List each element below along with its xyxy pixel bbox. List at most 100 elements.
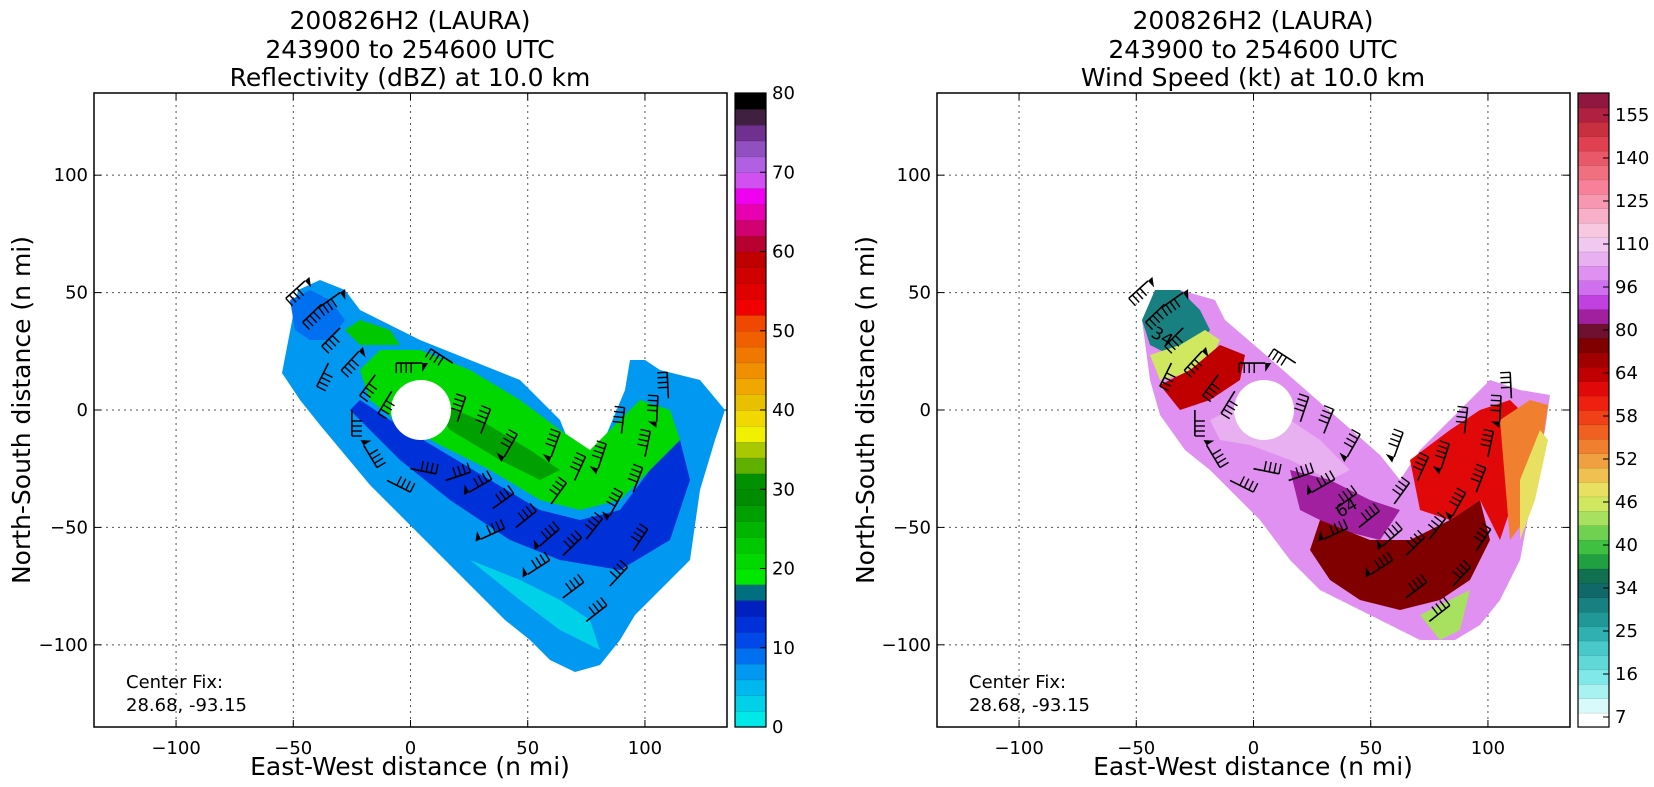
wind-barb-flag bbox=[609, 570, 618, 579]
wind-barb-flag bbox=[324, 342, 333, 351]
wind-barb-flag bbox=[1159, 385, 1170, 392]
colorbar-tick-label: 34 bbox=[1615, 578, 1638, 599]
wind-barb-flag bbox=[371, 453, 381, 460]
wind-barb-flag bbox=[576, 452, 586, 458]
wind-barb-flag bbox=[1456, 410, 1468, 414]
wind-barb-flag bbox=[530, 559, 538, 569]
wind-barb-flag bbox=[1263, 460, 1267, 471]
wind-barb-flag bbox=[1128, 297, 1137, 307]
wind-barb-flag bbox=[1228, 399, 1238, 407]
wind-barb-flag bbox=[1455, 420, 1466, 424]
wind-barb-flag bbox=[574, 529, 583, 538]
wind-barb-flag bbox=[569, 579, 577, 589]
colorbar-segment bbox=[734, 346, 767, 364]
band-green-dark bbox=[430, 400, 560, 480]
wind-barb-flag bbox=[1435, 603, 1443, 612]
wind-barb-flag bbox=[1329, 525, 1335, 535]
wind-barb-flag bbox=[1272, 351, 1279, 361]
colorbar bbox=[734, 92, 767, 728]
colorbar-tick-label: 52 bbox=[1615, 449, 1638, 470]
wind-barb-flag bbox=[505, 433, 516, 440]
wind-barb-flag bbox=[1205, 391, 1215, 399]
colorbar-segment bbox=[1577, 164, 1610, 181]
wind-barb-flag bbox=[1187, 366, 1196, 375]
wind-barb-flag bbox=[1148, 318, 1157, 327]
colorbar-segment bbox=[734, 172, 767, 189]
wind-barb-flag bbox=[1417, 456, 1427, 463]
wind-barb-flag bbox=[1420, 573, 1428, 583]
wind-barb-flag bbox=[380, 408, 390, 415]
wind-barb-flag bbox=[1476, 531, 1486, 539]
x-tick-label: 100 bbox=[1471, 738, 1505, 759]
colorbar-tick-label: 70 bbox=[772, 162, 795, 183]
wind-barb-flag bbox=[613, 415, 624, 419]
colorbar-segment bbox=[1577, 92, 1610, 109]
wind-barb-flag bbox=[1278, 463, 1282, 474]
wind-barb-flag bbox=[1323, 404, 1334, 410]
colorbar-segment bbox=[1577, 424, 1610, 440]
wind-barb-flag bbox=[321, 345, 330, 354]
wind-barb-flag bbox=[612, 567, 622, 575]
wind-barb-flag bbox=[1383, 530, 1392, 540]
colorbar-segment bbox=[1577, 308, 1610, 325]
colorbar-segment bbox=[1577, 654, 1610, 671]
wind-barb-flag bbox=[344, 366, 353, 375]
wind-barb-flag bbox=[1145, 321, 1154, 331]
wind-barb-flag bbox=[1382, 554, 1389, 564]
wind-barb-shaft bbox=[480, 527, 505, 540]
wind-barb-flag bbox=[1360, 512, 1369, 521]
colorbar-segment bbox=[734, 393, 767, 411]
wind-barb-pennant bbox=[1201, 346, 1209, 358]
wind-barb-flag bbox=[1408, 582, 1416, 592]
wind-barb-flag bbox=[1459, 563, 1468, 572]
band-red bbox=[1410, 400, 1530, 540]
wind-barb-flag bbox=[1412, 579, 1420, 589]
wind-barb-flag bbox=[320, 376, 331, 383]
wind-barb-flag bbox=[435, 463, 439, 474]
colorbar-segment bbox=[734, 647, 767, 665]
wind-barb-flag bbox=[1472, 472, 1483, 478]
reflectivity-field bbox=[282, 280, 725, 672]
wind-barb-flag bbox=[451, 407, 462, 412]
wind-barb-flag bbox=[1171, 338, 1180, 347]
wind-barb-flag bbox=[1214, 453, 1224, 460]
colorbar-tick-label: 7 bbox=[1615, 707, 1626, 728]
wind-barb-pennant bbox=[1265, 363, 1272, 373]
wind-barb-flag bbox=[1220, 412, 1231, 420]
wind-barb-pennant bbox=[542, 453, 552, 463]
x-tick-labels: −100 −50 0 50 100 bbox=[151, 738, 662, 759]
wind-barb-flag bbox=[1395, 521, 1403, 530]
wind-barb-flag bbox=[612, 420, 623, 424]
colorbar-tick-labels: 0 10 20 30 40 50 60 70 80 bbox=[760, 83, 795, 738]
wind-barb-flag bbox=[1211, 448, 1222, 456]
colorbar-segment bbox=[734, 235, 767, 253]
wind-barb-flag bbox=[437, 356, 445, 366]
colorbar-segment bbox=[734, 203, 767, 221]
colorbar-segment bbox=[734, 156, 767, 173]
colorbar-segment bbox=[1577, 409, 1610, 426]
colorbar-tick-label: 96 bbox=[1615, 277, 1638, 298]
wind-barb-flag bbox=[479, 409, 489, 415]
wind-barb-flag bbox=[1456, 415, 1467, 419]
colorbar-segment bbox=[734, 441, 767, 459]
wind-barb-flag bbox=[627, 477, 638, 483]
wind-barb-flag bbox=[1342, 518, 1349, 529]
wind-barb-flag bbox=[637, 443, 648, 447]
colorbar-segment bbox=[1577, 669, 1610, 685]
y-tick-label: 0 bbox=[77, 400, 88, 421]
y-axis-label: North-South distance (n mi) bbox=[7, 236, 36, 584]
colorbar-segment bbox=[734, 283, 767, 300]
wind-barb-flag bbox=[1280, 356, 1288, 366]
wind-barb-shaft bbox=[620, 407, 626, 434]
wind-barb-flag bbox=[340, 369, 350, 378]
wind-barb-flag bbox=[461, 464, 467, 475]
wind-barb-shaft bbox=[666, 372, 670, 399]
wind-barb-flag bbox=[548, 524, 556, 533]
colorbar-segment bbox=[734, 219, 767, 237]
wind-barb-flag bbox=[1211, 383, 1221, 391]
wind-barb-flag bbox=[1480, 443, 1491, 447]
colorbar-segment bbox=[1577, 280, 1610, 296]
wind-barb-flag bbox=[296, 287, 305, 297]
band-navy bbox=[350, 400, 690, 570]
wind-barb-flag bbox=[368, 448, 379, 456]
